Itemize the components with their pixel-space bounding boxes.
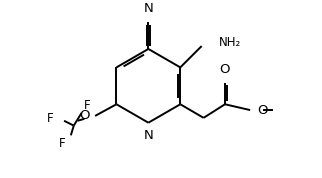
- Text: F: F: [83, 99, 90, 112]
- Text: O: O: [257, 104, 268, 117]
- Text: O: O: [79, 109, 89, 122]
- Text: F: F: [58, 137, 65, 150]
- Text: F: F: [47, 112, 53, 125]
- Text: NH₂: NH₂: [219, 36, 242, 49]
- Text: N: N: [144, 129, 153, 142]
- Text: N: N: [144, 2, 153, 15]
- Text: O: O: [220, 63, 230, 76]
